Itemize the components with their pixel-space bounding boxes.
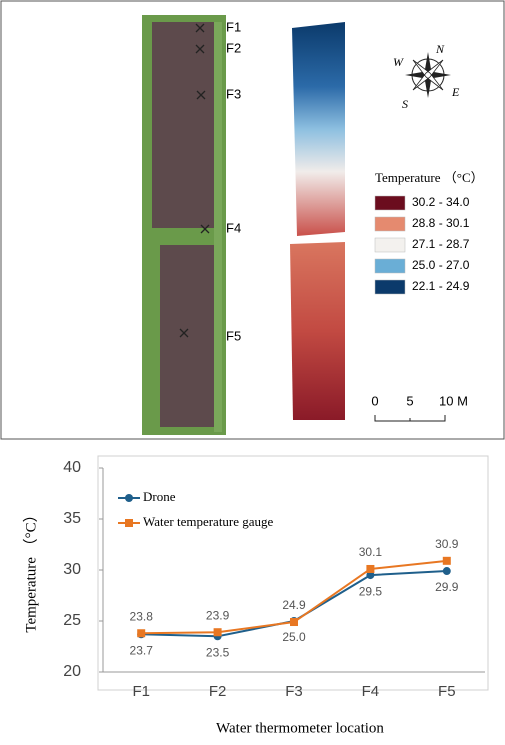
legend-swatch	[374, 279, 406, 295]
legend-swatch	[374, 258, 406, 274]
legend-label: 25.0 - 27.0	[412, 258, 470, 272]
point	[442, 556, 451, 565]
legend-label: 30.2 - 34.0	[412, 195, 470, 209]
value-label: 30.9	[435, 537, 459, 551]
x-tick-label: F5	[438, 683, 456, 700]
legend-label: Drone	[143, 489, 176, 504]
legend-swatch	[374, 195, 406, 211]
value-label: 23.9	[206, 608, 230, 622]
compass	[405, 52, 451, 98]
point	[366, 571, 375, 580]
marker-label: F1	[226, 19, 241, 34]
y-tick-label: 20	[63, 663, 81, 680]
aerial-image	[142, 15, 226, 435]
compass-label: S	[402, 97, 408, 111]
value-label: 23.7	[130, 643, 154, 657]
compass-label: N	[435, 42, 445, 56]
marker-label: F5	[226, 328, 241, 343]
y-tick-label: 25	[63, 612, 81, 629]
value-label: 29.5	[359, 584, 383, 598]
legend-marker	[125, 494, 133, 502]
marker-label: F2	[226, 40, 241, 55]
thermal-map	[290, 242, 345, 420]
scale-label: 5	[406, 393, 413, 408]
legend-swatch	[374, 216, 406, 232]
legend-marker	[125, 519, 133, 527]
y-tick-label: 35	[63, 510, 81, 527]
value-label: 30.1	[359, 545, 383, 559]
value-label: 23.8	[130, 609, 154, 623]
legend-label: Water temperature gauge	[143, 514, 274, 529]
y-axis-label: Temperature （°C）	[22, 507, 39, 632]
scale-label: 0	[371, 393, 378, 408]
legend-label: 27.1 - 28.7	[412, 237, 470, 251]
x-axis-label: Water thermometer location	[216, 720, 384, 736]
plot-frame	[97, 455, 489, 691]
point	[290, 618, 298, 627]
x-tick-label: F4	[362, 683, 380, 700]
map-frame	[0, 0, 505, 440]
x-tick-label: F2	[209, 683, 227, 700]
thermal-map	[292, 22, 345, 236]
legend-label: 22.1 - 24.9	[412, 279, 470, 293]
point	[137, 629, 146, 638]
scale-bar	[374, 415, 446, 422]
x-tick-label: F1	[132, 683, 150, 700]
y-tick-label: 40	[63, 459, 81, 476]
y-tick-label: 30	[63, 561, 81, 578]
x-tick-label: F3	[285, 683, 303, 700]
marker-crosses	[179, 23, 210, 338]
legend-title: Temperature （°C）	[375, 170, 484, 185]
marker-label: F4	[226, 220, 241, 235]
value-label: 24.9	[282, 598, 306, 612]
value-label: 25.0	[282, 630, 306, 644]
value-label: 29.9	[435, 580, 459, 594]
compass-label: E	[451, 85, 460, 99]
scale-label: 10 M	[439, 393, 468, 408]
marker-label: F3	[226, 86, 241, 101]
legend-swatch	[374, 237, 406, 253]
point	[366, 564, 375, 573]
compass-label: W	[393, 55, 404, 69]
legend-label: 28.8 - 30.1	[412, 216, 470, 230]
point	[213, 628, 222, 637]
value-label: 23.5	[206, 645, 230, 659]
point	[442, 567, 451, 576]
